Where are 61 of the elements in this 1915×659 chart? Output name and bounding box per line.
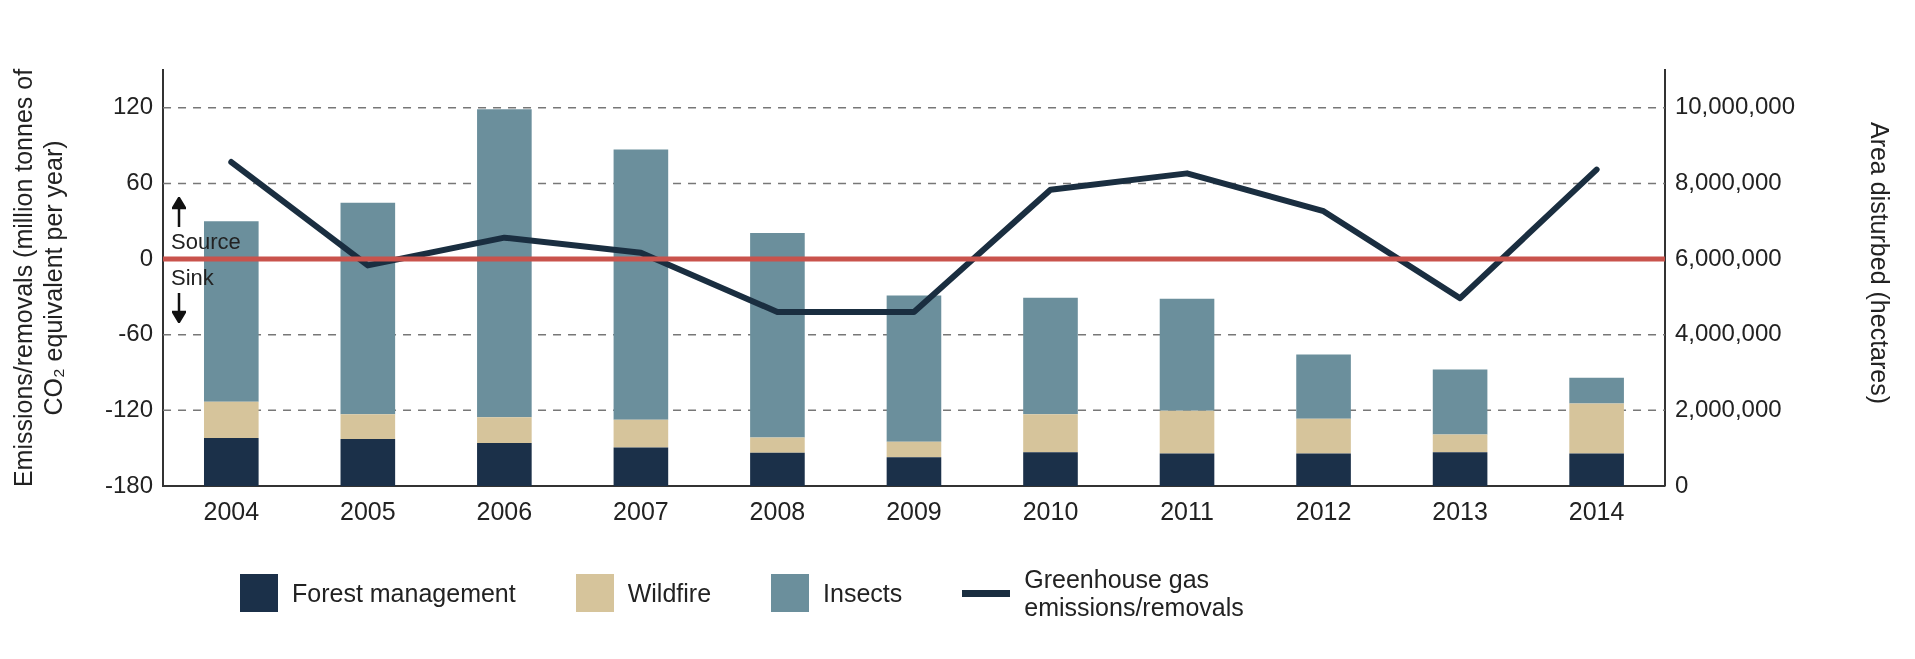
x-tick-label: 2012 xyxy=(1295,496,1352,525)
x-tick-label: 2005 xyxy=(340,496,396,525)
bar xyxy=(1159,298,1215,411)
y-axis-title: Emissions/removals (million tonnes of CO₂ equivalent per year) xyxy=(8,67,68,490)
bar xyxy=(340,202,396,415)
bar xyxy=(1432,369,1488,435)
bar xyxy=(477,109,532,418)
bar xyxy=(477,442,532,486)
bar xyxy=(1432,434,1488,453)
bar xyxy=(340,439,396,486)
y-tick-label: 120 xyxy=(112,92,154,120)
x-tick-label: 2008 xyxy=(749,496,806,525)
x-tick-label: 2007 xyxy=(613,496,669,525)
bar xyxy=(613,447,669,486)
x-tick-label: 2013 xyxy=(1432,496,1488,525)
bar xyxy=(477,417,532,443)
y-tick-label: 60 xyxy=(126,168,154,196)
bar xyxy=(886,457,942,486)
y2-tick-label: 6,000,000 xyxy=(1674,243,1782,271)
legend-label: Wildfire xyxy=(627,578,712,608)
y2-tick-label: 8,000,000 xyxy=(1674,168,1782,196)
y-tick-label: -120 xyxy=(104,394,154,422)
bar xyxy=(1569,403,1624,454)
bar xyxy=(1023,297,1078,415)
bar xyxy=(750,452,805,486)
bar xyxy=(340,414,396,440)
y2-tick-label: 4,000,000 xyxy=(1674,319,1782,347)
y-tick-label: -180 xyxy=(104,470,154,498)
x-tick-label: 2006 xyxy=(476,496,533,525)
legend-label: Forest management xyxy=(292,578,516,608)
bar xyxy=(1569,377,1624,404)
x-tick-label: 2009 xyxy=(886,496,942,525)
bar xyxy=(1159,453,1215,486)
bar xyxy=(750,233,805,438)
y2-tick-label: 10,000,000 xyxy=(1674,92,1796,120)
y-tick-label: 0 xyxy=(139,243,154,271)
bar xyxy=(750,437,805,453)
y2-axis-title: Area disturbed (hectares) xyxy=(1864,120,1895,407)
bar xyxy=(1023,452,1078,486)
bar xyxy=(1296,418,1351,454)
bar xyxy=(1296,354,1351,419)
bar xyxy=(1432,452,1488,486)
bar xyxy=(204,437,259,486)
legend-label: Greenhouse gas emissions/removals xyxy=(1024,565,1245,621)
bar xyxy=(886,295,942,442)
y2-tick-label: 2,000,000 xyxy=(1674,394,1782,422)
bar xyxy=(1023,414,1078,453)
bar xyxy=(886,441,942,458)
bar xyxy=(613,149,669,420)
bar xyxy=(204,401,259,438)
bar xyxy=(1296,453,1351,486)
x-tick-label: 2014 xyxy=(1568,496,1625,525)
x-tick-label: 2011 xyxy=(1160,496,1214,525)
bar xyxy=(1569,453,1624,486)
bar xyxy=(613,419,669,448)
bar xyxy=(1159,410,1215,454)
x-tick-label: 2004 xyxy=(203,496,260,525)
y2-tick-label: 0 xyxy=(1674,470,1689,498)
x-tick-label: 2010 xyxy=(1022,496,1079,525)
legend-label: Insects xyxy=(823,578,903,608)
y-tick-label: -60 xyxy=(118,319,154,347)
